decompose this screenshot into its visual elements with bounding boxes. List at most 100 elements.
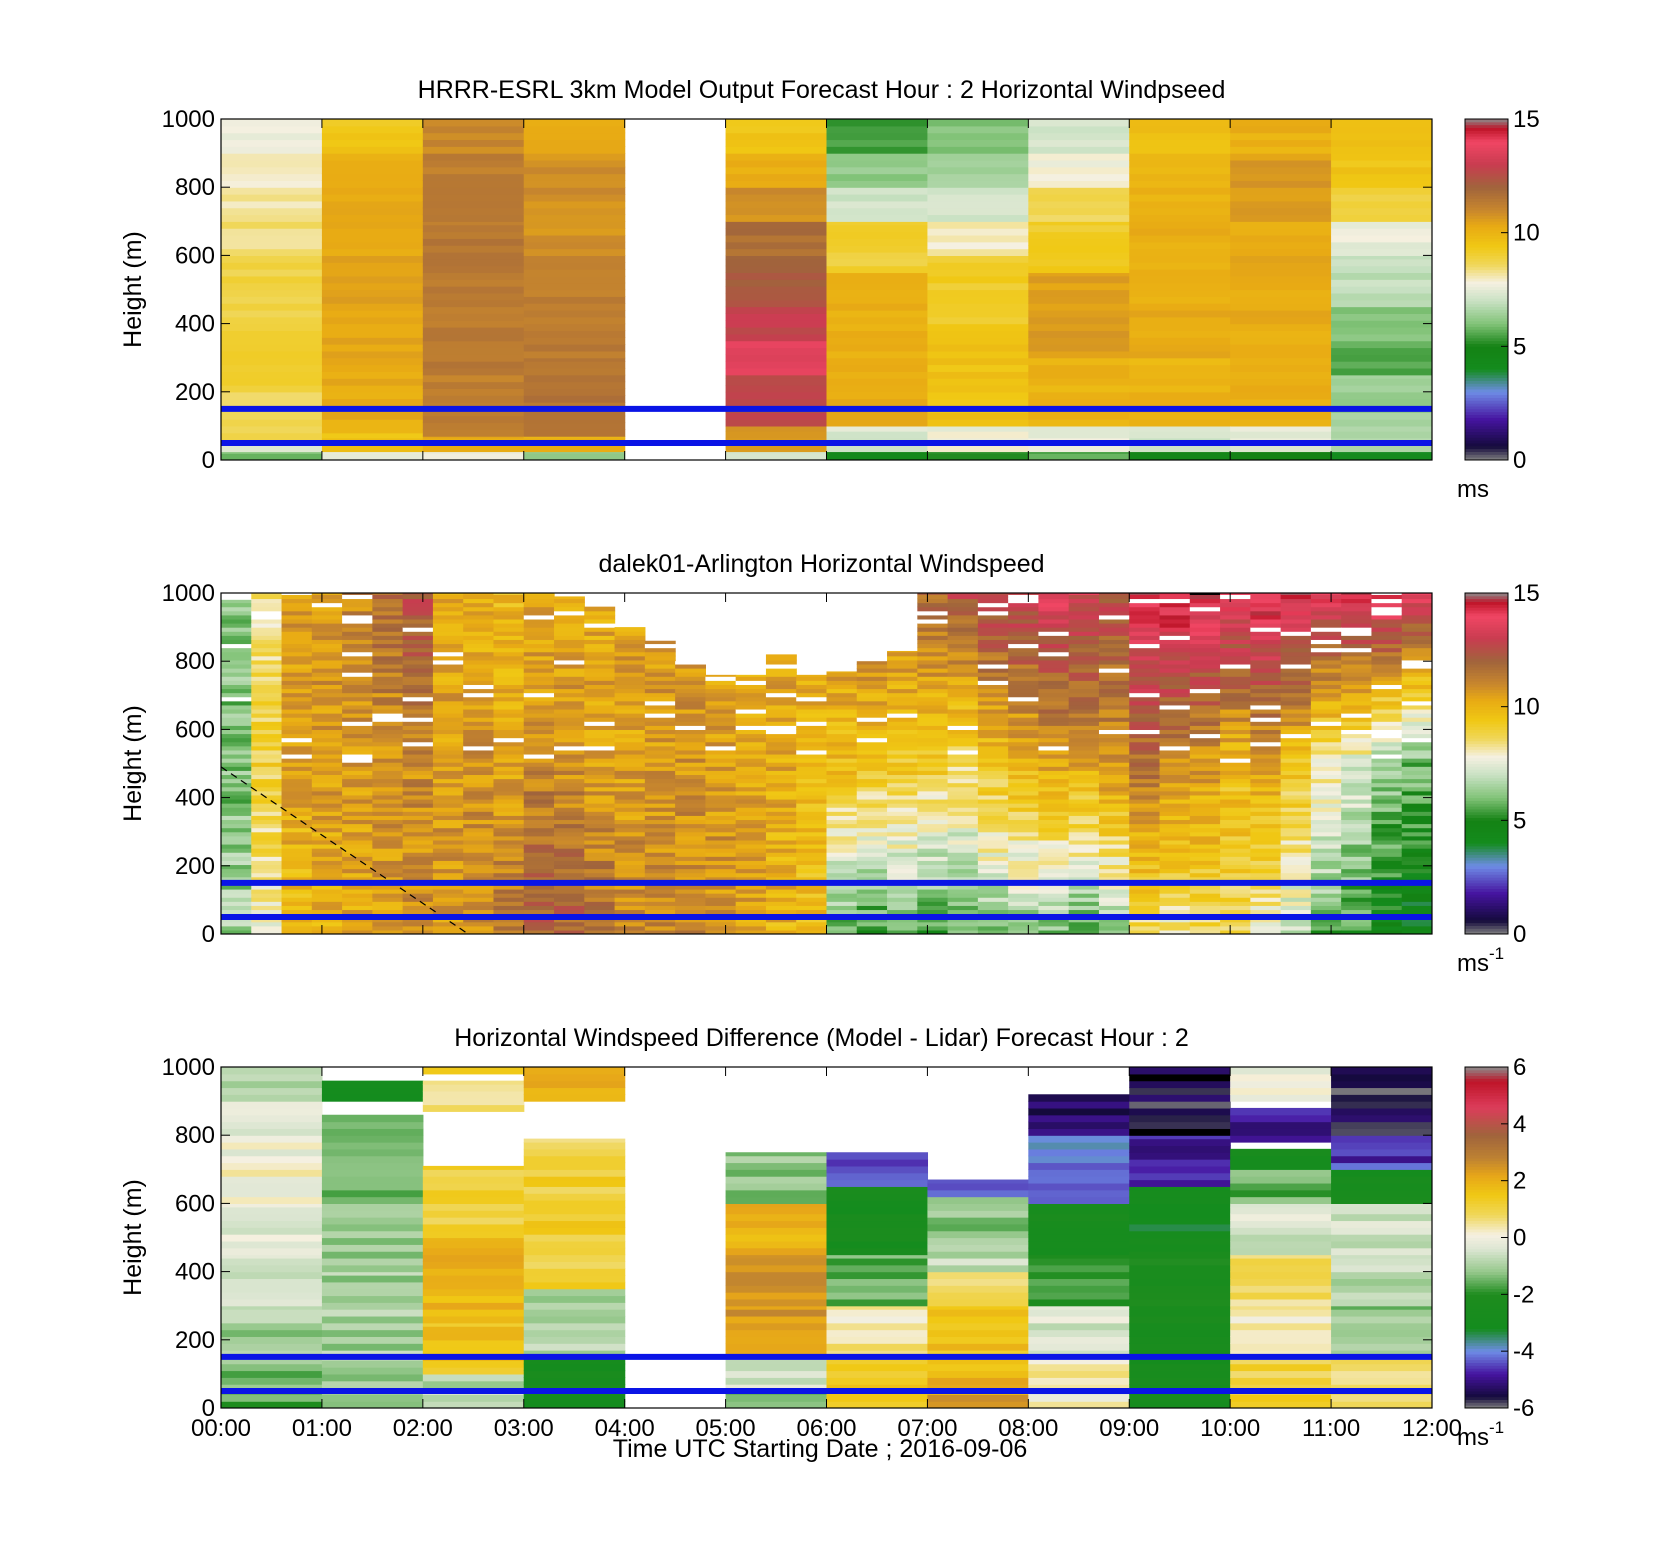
heatmap-cell	[765, 676, 797, 681]
heatmap-cell	[1129, 819, 1161, 825]
colorbar-swatch	[1465, 1322, 1508, 1327]
colorbar-swatch	[1465, 408, 1508, 413]
heatmap-cell	[251, 766, 283, 771]
heatmap-cell	[221, 1121, 323, 1129]
heatmap-cell	[1230, 1135, 1332, 1143]
heatmap-cell	[1008, 647, 1040, 653]
colorbar-swatch	[1465, 644, 1508, 648]
heatmap-cell	[1230, 1247, 1332, 1256]
heatmap-cell	[463, 713, 495, 718]
colorbar-swatch	[1465, 1402, 1508, 1406]
heatmap-cell	[311, 602, 343, 608]
heatmap-cell	[1068, 692, 1100, 698]
heatmap-cell	[927, 282, 1029, 291]
heatmap-cell	[1341, 602, 1373, 608]
heatmap-cell	[1159, 631, 1191, 636]
heatmap-cell	[1220, 623, 1251, 628]
heatmap-cell	[1220, 774, 1251, 780]
heatmap-cell	[917, 905, 949, 911]
heatmap-cell	[1310, 758, 1342, 763]
heatmap-cell	[1129, 610, 1161, 616]
heatmap-cell	[1028, 316, 1130, 325]
heatmap-cell	[826, 330, 929, 338]
heatmap-cell	[1401, 897, 1432, 902]
heatmap-cell	[372, 786, 404, 792]
heatmap-cell	[1220, 602, 1251, 608]
heatmap-cell	[927, 1237, 1029, 1245]
heatmap-cell	[554, 676, 585, 681]
heatmap-cell	[221, 1350, 323, 1358]
heatmap-cell	[947, 815, 979, 821]
panel-title: HRRR-ESRL 3km Model Output Forecast Hour…	[418, 76, 1226, 104]
heatmap-cell	[675, 782, 706, 788]
heatmap-cell	[1280, 803, 1312, 808]
heatmap-cell	[422, 422, 525, 430]
heatmap-cell	[1220, 753, 1251, 759]
heatmap-cell	[614, 758, 646, 763]
heatmap-cell	[221, 1213, 323, 1222]
heatmap-cell	[1159, 639, 1191, 645]
heatmap-cell	[725, 1227, 828, 1235]
heatmap-cell	[493, 843, 525, 849]
heatmap-cell	[1098, 672, 1130, 677]
heatmap-cell	[311, 803, 343, 808]
heatmap-cell	[735, 835, 767, 841]
heatmap-cell	[221, 1264, 323, 1273]
heatmap-cell	[917, 856, 949, 861]
colorbar-tick-label: 0	[1513, 447, 1526, 474]
heatmap-cell	[1220, 631, 1251, 636]
heatmap-cell	[917, 872, 949, 878]
heatmap-cell	[221, 1336, 323, 1344]
heatmap-cell	[523, 893, 555, 898]
colorbar-swatch	[1465, 425, 1508, 430]
heatmap-cell	[1028, 1155, 1130, 1164]
colorbar-swatch	[1465, 1393, 1508, 1398]
heatmap-cell	[1028, 391, 1130, 400]
heatmap-cell	[422, 374, 525, 383]
heatmap-cell	[221, 391, 323, 400]
heatmap-cell	[281, 594, 313, 600]
heatmap-cell	[735, 848, 767, 853]
heatmap-cell	[1159, 876, 1191, 882]
heatmap-cell	[1008, 770, 1040, 776]
heatmap-cell	[1189, 753, 1221, 759]
heatmap-cell	[1220, 794, 1251, 800]
heatmap-cell	[1189, 909, 1221, 915]
heatmap-cell	[584, 631, 616, 636]
heatmap-cell	[1028, 251, 1130, 260]
heatmap-cell	[1341, 713, 1373, 718]
heatmap-cell	[1098, 700, 1130, 706]
heatmap-cell	[554, 741, 585, 747]
heatmap-cell	[432, 672, 464, 677]
heatmap-cell	[1220, 610, 1251, 616]
heatmap-cell	[1028, 1356, 1130, 1365]
heatmap-cell	[281, 606, 313, 612]
heatmap-cell	[1250, 798, 1282, 804]
heatmap-cell	[1028, 125, 1130, 134]
heatmap-cell	[1310, 618, 1342, 624]
colorbar-swatch	[1465, 1339, 1508, 1344]
heatmap-cell	[917, 921, 949, 927]
heatmap-cell	[1331, 1309, 1432, 1317]
heatmap-cell	[1159, 856, 1191, 861]
heatmap-cell	[422, 1080, 525, 1085]
heatmap-cell	[1331, 398, 1432, 407]
heatmap-cell	[1331, 1067, 1432, 1075]
heatmap-cell	[584, 905, 616, 911]
heatmap-cell	[1341, 623, 1373, 628]
heatmap-cell	[917, 770, 949, 776]
heatmap-cell	[927, 1203, 1029, 1211]
heatmap-cell	[1129, 1356, 1231, 1365]
heatmap-cell	[432, 909, 464, 915]
heatmap-cell	[221, 672, 252, 677]
heatmap-cell	[1129, 1087, 1231, 1095]
heatmap-cell	[463, 647, 495, 653]
heatmap-cell	[1028, 1377, 1130, 1385]
heatmap-cell	[1331, 451, 1432, 454]
heatmap-cell	[644, 676, 676, 681]
heatmap-cell	[1341, 655, 1373, 661]
heatmap-cell	[463, 811, 495, 816]
heatmap-cell	[1371, 766, 1403, 771]
heatmap-cell	[1341, 929, 1373, 934]
